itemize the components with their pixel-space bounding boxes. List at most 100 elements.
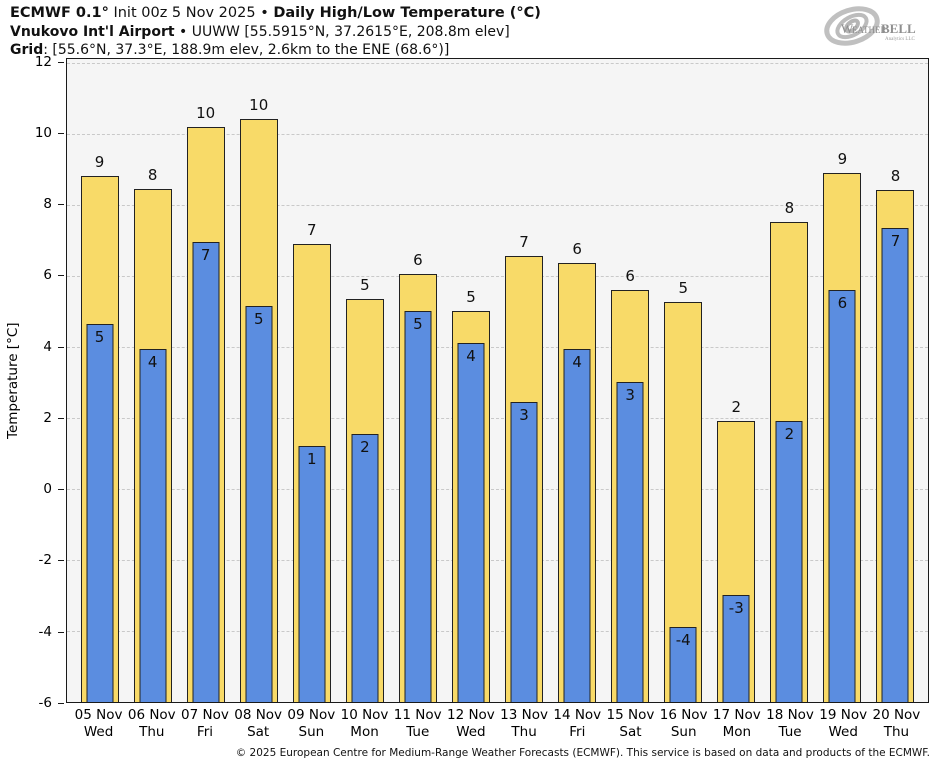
x-tick-date: 10 Nov — [340, 707, 389, 723]
y-tick-mark — [58, 61, 64, 63]
low-bar: 4 — [139, 348, 167, 702]
high-bar-label: 8 — [890, 167, 901, 186]
high-bar-label: 8 — [147, 165, 158, 184]
grid-line — [67, 204, 928, 206]
low-bar-label: 5 — [253, 309, 264, 328]
x-tick-cell: 09 Nov Sun — [285, 707, 338, 741]
x-tick-date: 09 Nov — [287, 707, 336, 723]
y-tick-mark — [58, 489, 64, 491]
station-separator: • — [174, 23, 192, 40]
grid-line — [67, 630, 928, 632]
y-tick-mark — [58, 346, 64, 348]
bar-slot: 10 5 — [232, 59, 285, 702]
high-bar-label: 6 — [413, 250, 423, 269]
grid-line — [67, 346, 928, 348]
grid-line — [67, 559, 928, 561]
low-bar-label: 5 — [94, 327, 105, 346]
high-bar-label: 9 — [94, 153, 105, 172]
low-bar: 2 — [775, 421, 803, 702]
x-tick-cell: 17 Nov Mon — [710, 707, 763, 741]
bars-container: 9 5 8 4 10 7 10 5 7 1 5 2 6 5 5 4 7 3 6 4 6 3 5 -4 2 -3 8 2 9 6 8 7 — [73, 59, 922, 702]
y-tick-label: 12 — [34, 53, 52, 70]
x-tick-date: 15 Nov — [606, 707, 655, 723]
low-bar-label: 1 — [307, 450, 317, 469]
x-tick-cell: 11 Nov Tue — [391, 707, 444, 741]
low-bar: 5 — [404, 311, 432, 702]
grid-details: : [55.6°N, 37.3°E, 188.9m elev, 2.6km to… — [43, 42, 450, 58]
x-tick-weekday: Wed — [83, 724, 114, 740]
low-bar-label: 4 — [147, 352, 158, 371]
title-init: Init 00z 5 Nov 2025 — [108, 5, 261, 21]
x-tick-date: 17 Nov — [712, 707, 761, 723]
low-bar-label: 4 — [572, 352, 582, 371]
low-bar-label: 3 — [625, 386, 635, 405]
low-bar: 5 — [86, 323, 114, 702]
y-tick-label: 6 — [43, 267, 52, 284]
logo-text-eather: EATHER — [852, 25, 887, 35]
logo-text-w: W — [841, 21, 854, 36]
y-tick-label: 8 — [43, 196, 52, 213]
low-bar: -3 — [722, 595, 750, 702]
low-bar-label: 5 — [413, 315, 423, 334]
x-tick-date: 05 Nov — [74, 707, 123, 723]
high-bar-label: 10 — [196, 103, 216, 122]
low-bar: 6 — [828, 289, 856, 702]
grid-line — [67, 62, 928, 64]
copyright-notice: © 2025 European Centre for Medium-Range … — [235, 747, 930, 759]
x-tick-date: 14 Nov — [553, 707, 602, 723]
low-bar: 7 — [881, 227, 909, 702]
high-bar-label: 2 — [731, 398, 742, 417]
weatherbell-logo: W EATHER BELL Analytics LLC — [819, 3, 925, 53]
grid-line-info: Grid: [55.6°N, 37.3°E, 188.9m elev, 2.6k… — [10, 41, 541, 60]
low-bar-label: -4 — [675, 631, 691, 650]
y-tick-mark — [58, 560, 64, 562]
x-tick-weekday: Tue — [406, 724, 430, 740]
bar-slot: 10 7 — [179, 59, 232, 702]
x-tick-weekday: Fri — [569, 724, 586, 740]
x-tick-weekday: Tue — [778, 724, 802, 740]
logo-subtext: Analytics LLC — [885, 37, 916, 42]
x-tick-weekday: Fri — [196, 724, 214, 740]
y-axis: 12 10 8 6 4 2 0 -2 -4 -6 — [0, 54, 66, 711]
x-tick-weekday: Thu — [511, 724, 537, 740]
x-tick-cell: 16 Nov Sun — [657, 707, 710, 741]
low-bar-label: 4 — [466, 347, 476, 366]
low-bar-label: 6 — [837, 293, 848, 312]
grid-line — [67, 275, 928, 277]
x-tick-cell: 07 Nov Fri — [178, 707, 231, 741]
high-bar-label: 10 — [249, 96, 269, 115]
y-tick-label: -4 — [38, 623, 52, 640]
x-tick-date: 11 Nov — [393, 707, 442, 723]
x-tick-date: 12 Nov — [446, 707, 495, 723]
low-bar-label: 7 — [200, 245, 211, 264]
x-tick-cell: 13 Nov Thu — [498, 707, 551, 741]
high-bar-label: 6 — [572, 240, 582, 259]
y-tick-mark — [58, 132, 64, 134]
plot-area: 9 5 8 4 10 7 10 5 7 1 5 2 6 5 5 4 7 3 6 4 6 3 5 -4 2 -3 8 2 9 6 8 7 — [66, 58, 929, 703]
logo-text-bell: BELL — [881, 21, 916, 36]
low-bar: 3 — [616, 382, 644, 702]
title-separator: • — [260, 5, 274, 21]
x-tick-weekday: Sun — [670, 724, 697, 740]
x-tick-date: 18 Nov — [766, 707, 814, 723]
x-tick-cell: 12 Nov Wed — [444, 707, 497, 741]
station-details: UUWW [55.5915°N, 37.2615°E, 208.8m elev] — [191, 23, 510, 40]
x-tick-weekday: Sat — [247, 724, 270, 740]
y-tick-label: 10 — [34, 124, 52, 141]
x-tick-weekday: Thu — [883, 724, 910, 740]
high-bar-label: 6 — [625, 266, 635, 285]
high-bar-label: 8 — [784, 199, 795, 218]
low-bar: 3 — [510, 401, 538, 702]
x-tick-date: 13 Nov — [500, 707, 548, 723]
high-bar-label: 7 — [519, 233, 529, 252]
x-tick-date: 07 Nov — [181, 707, 229, 723]
low-bar-label: 2 — [784, 425, 795, 444]
